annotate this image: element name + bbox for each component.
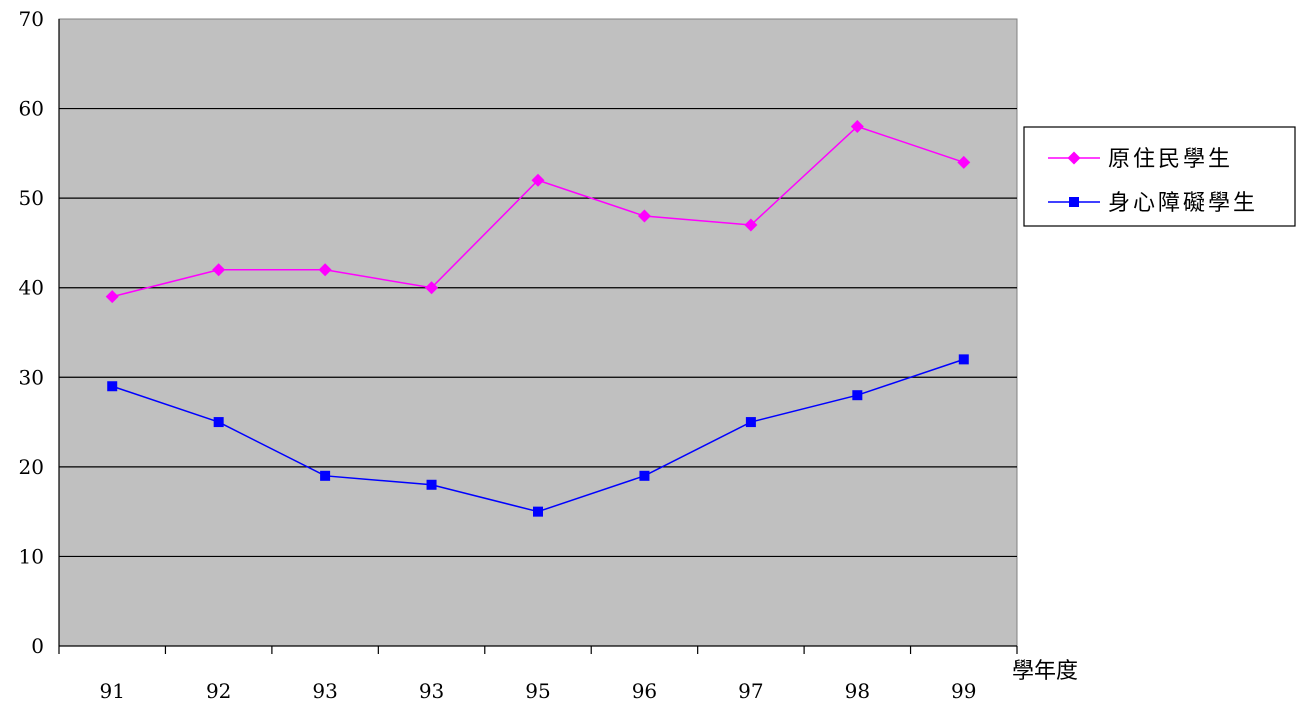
legend-item: 原住民學生	[1048, 147, 1233, 172]
data-point	[744, 218, 758, 232]
data-point	[745, 417, 756, 428]
x-tick-label: 96	[632, 679, 657, 703]
legend-label: 身心障礙學生	[1108, 191, 1258, 216]
y-tick-label: 30	[19, 365, 44, 389]
x-tick-label: 93	[419, 679, 444, 703]
data-point	[107, 381, 118, 392]
data-point	[425, 281, 439, 295]
data-point	[426, 479, 437, 490]
y-tick-label: 70	[19, 7, 44, 31]
y-tick-label: 10	[19, 544, 44, 568]
y-tick-label: 20	[19, 455, 44, 479]
y-tick-label: 50	[19, 186, 44, 210]
plot-area	[58, 18, 1018, 647]
data-point	[212, 263, 226, 277]
x-tick-labels: 91 92 93 93 95 96 97 98 99	[99, 679, 976, 703]
gridlines	[59, 107, 1017, 558]
x-tick-label: 91	[99, 679, 124, 703]
axes	[58, 19, 1018, 654]
x-tick-label: 92	[206, 679, 231, 703]
legend-box	[1023, 126, 1296, 227]
data-point	[105, 290, 119, 304]
y-tick-label: 60	[19, 97, 44, 121]
legend-marker	[1069, 197, 1079, 207]
data-point	[957, 155, 971, 169]
data-point	[637, 209, 651, 223]
legend-item: 身心障礙學生	[1048, 191, 1258, 216]
legend-marker	[1067, 151, 1081, 165]
x-tick-label: 99	[951, 679, 976, 703]
data-point	[213, 417, 224, 428]
series-2	[107, 354, 969, 517]
x-tick-label: 97	[738, 679, 763, 703]
data-point	[850, 119, 864, 133]
series-layer	[105, 119, 971, 517]
data-point	[852, 390, 863, 401]
y-tick-labels: 0 10 20 30 40 50 60 70	[19, 7, 44, 658]
y-tick-label: 40	[19, 276, 44, 300]
data-point	[318, 263, 332, 277]
series-1	[105, 119, 971, 304]
legend-label: 原住民學生	[1108, 147, 1233, 172]
x-tick-label: 93	[312, 679, 337, 703]
data-point	[533, 506, 543, 517]
y-tick-label: 0	[31, 634, 44, 658]
x-tick-label: 95	[525, 679, 550, 703]
data-point	[531, 173, 545, 187]
data-point	[958, 354, 969, 365]
x-tick-label: 98	[845, 679, 870, 703]
data-point	[320, 470, 331, 481]
x-axis-title: 學年度	[1012, 659, 1078, 684]
data-point	[639, 470, 650, 481]
